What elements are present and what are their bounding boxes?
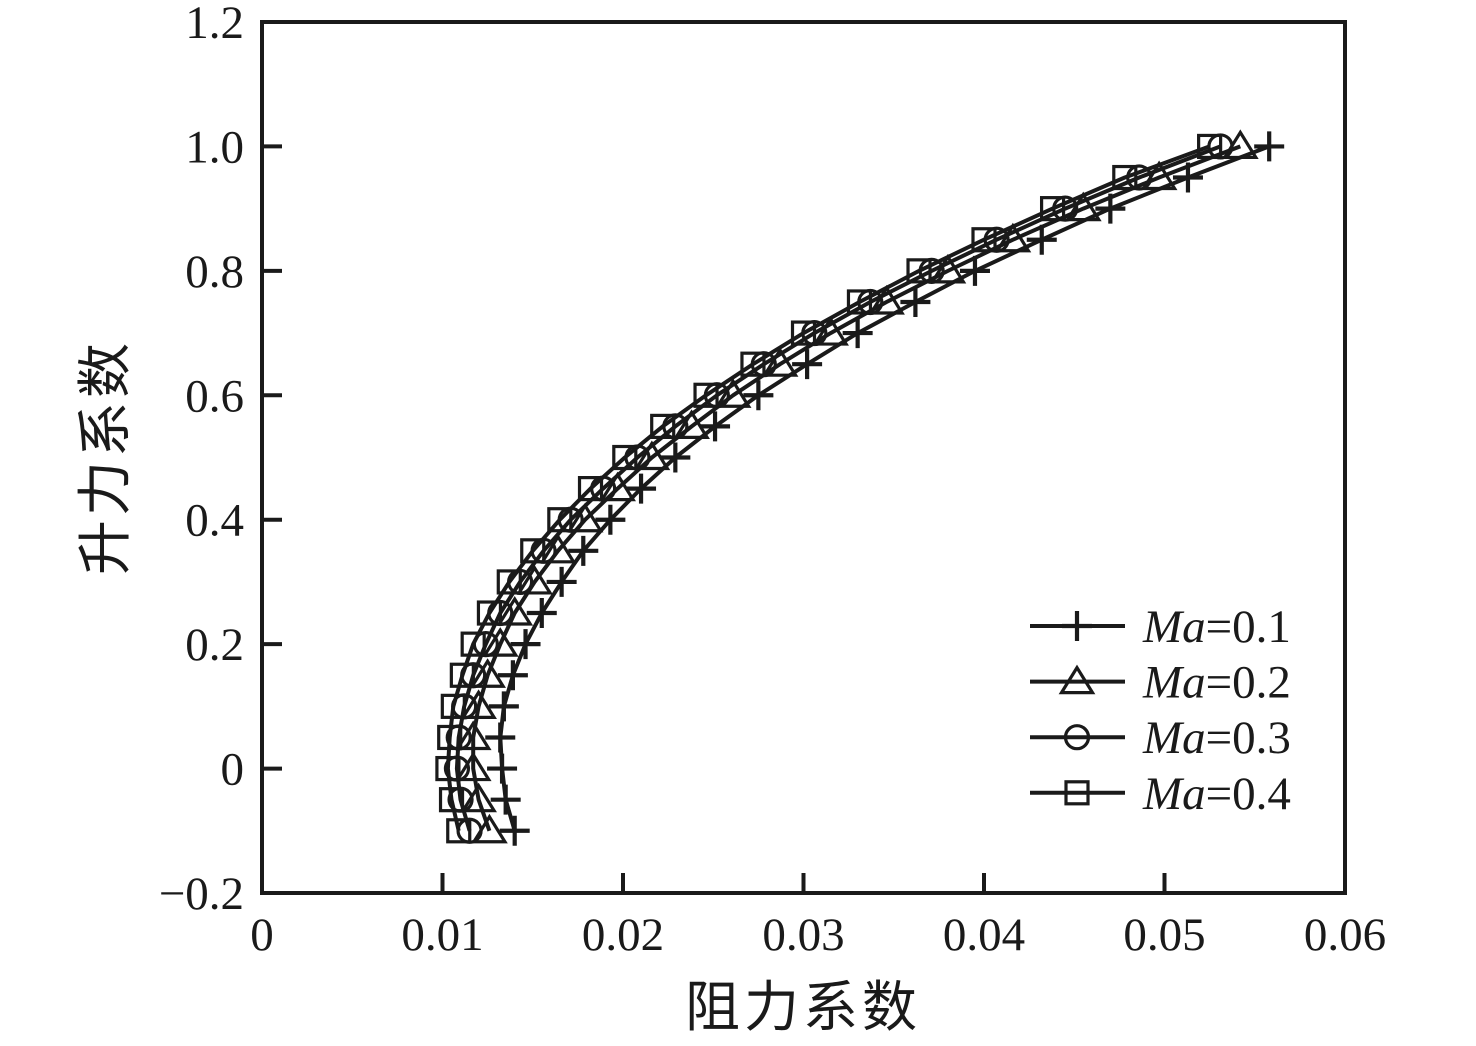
square-marker bbox=[547, 507, 573, 533]
x-tick-label: 0.06 bbox=[1304, 909, 1386, 961]
square-marker bbox=[438, 787, 465, 813]
x-tick-label: 0 bbox=[250, 909, 274, 961]
plus-marker bbox=[546, 566, 577, 597]
triangle-marker bbox=[868, 284, 905, 315]
square-marker bbox=[437, 724, 463, 751]
plus-marker bbox=[959, 255, 990, 286]
square-marker bbox=[740, 351, 766, 377]
square-marker bbox=[790, 320, 817, 346]
legend-label: Ma=0.2 bbox=[1142, 657, 1291, 709]
square-marker bbox=[520, 538, 546, 564]
x-tick-label: 0.01 bbox=[401, 909, 483, 961]
square-marker bbox=[460, 631, 486, 657]
x-axis-title: 阻力系数 bbox=[684, 977, 922, 1038]
plus-marker bbox=[1026, 224, 1057, 255]
triangle-marker bbox=[812, 316, 849, 346]
legend-label: Ma=0.3 bbox=[1142, 712, 1291, 764]
triangle-marker bbox=[481, 627, 519, 657]
circle-marker bbox=[1063, 724, 1091, 751]
plus-marker bbox=[792, 349, 823, 380]
plus-marker bbox=[510, 629, 541, 660]
square-marker bbox=[612, 444, 638, 471]
square-marker bbox=[693, 382, 719, 408]
triangle-marker bbox=[1058, 664, 1096, 695]
square-marker bbox=[440, 693, 466, 719]
triangle-marker bbox=[460, 689, 497, 719]
y-tick-label: 1.2 bbox=[185, 0, 244, 49]
triangle-marker bbox=[454, 720, 492, 751]
triangle-marker bbox=[454, 751, 492, 782]
plus-marker bbox=[1062, 611, 1092, 641]
triangle-marker bbox=[714, 378, 752, 408]
plus-marker bbox=[487, 753, 518, 784]
y-tick-label: 0.2 bbox=[185, 619, 244, 671]
square-marker bbox=[577, 476, 604, 502]
plus-marker bbox=[526, 598, 557, 629]
plus-marker bbox=[497, 660, 528, 691]
square-marker bbox=[449, 662, 475, 688]
triangle-marker bbox=[673, 409, 710, 439]
square-marker bbox=[1112, 164, 1138, 191]
y-tick-label: 0.4 bbox=[185, 495, 244, 547]
square-marker bbox=[435, 755, 461, 782]
y-tick-label: −0.2 bbox=[159, 868, 244, 920]
plus-marker bbox=[660, 442, 691, 473]
triangle-marker bbox=[469, 658, 506, 688]
plus-marker bbox=[626, 473, 657, 504]
y-tick-label: 0.8 bbox=[185, 246, 244, 298]
series-line-ma-0-4 bbox=[445, 144, 1211, 832]
square-marker bbox=[476, 600, 503, 626]
square-marker bbox=[650, 413, 676, 439]
plus-marker bbox=[595, 504, 626, 535]
triangle-marker bbox=[994, 222, 1032, 253]
series-line-ma-0-3 bbox=[454, 144, 1222, 832]
plus-marker bbox=[1254, 131, 1285, 162]
triangle-marker bbox=[761, 347, 799, 377]
square-marker bbox=[1064, 780, 1090, 806]
triangle-marker bbox=[539, 533, 577, 564]
square-marker bbox=[846, 289, 873, 315]
triangle-marker bbox=[633, 440, 671, 471]
legend-label: Ma=0.4 bbox=[1142, 768, 1291, 820]
plus-marker bbox=[700, 411, 731, 442]
square-marker bbox=[971, 227, 997, 253]
x-tick-label: 0.04 bbox=[943, 909, 1025, 961]
x-tick-label: 0.02 bbox=[582, 909, 664, 961]
plus-marker bbox=[488, 691, 519, 722]
triangle-marker bbox=[599, 471, 636, 502]
square-marker bbox=[446, 818, 472, 844]
square-marker bbox=[1039, 196, 1066, 222]
square-marker bbox=[1197, 133, 1223, 160]
plus-marker bbox=[900, 286, 931, 317]
x-tick-label: 0.03 bbox=[762, 909, 844, 961]
square-marker bbox=[496, 569, 522, 595]
y-tick-label: 0 bbox=[221, 744, 245, 796]
plus-marker bbox=[743, 380, 774, 411]
plus-marker bbox=[490, 784, 521, 815]
x-tick-label: 0.05 bbox=[1123, 909, 1205, 961]
y-axis-title: 升力系数 bbox=[75, 338, 136, 576]
y-tick-label: 0.6 bbox=[185, 370, 244, 422]
legend-label: Ma=0.1 bbox=[1142, 601, 1291, 653]
triangle-marker bbox=[566, 502, 604, 533]
plus-marker bbox=[842, 318, 873, 349]
triangle-marker bbox=[496, 595, 534, 626]
triangle-marker bbox=[929, 253, 967, 284]
plus-marker bbox=[485, 722, 516, 753]
square-marker bbox=[906, 258, 932, 284]
triangle-marker bbox=[516, 564, 553, 595]
y-tick-label: 1.0 bbox=[185, 121, 244, 173]
plus-marker bbox=[499, 815, 530, 846]
plus-marker bbox=[568, 535, 599, 566]
